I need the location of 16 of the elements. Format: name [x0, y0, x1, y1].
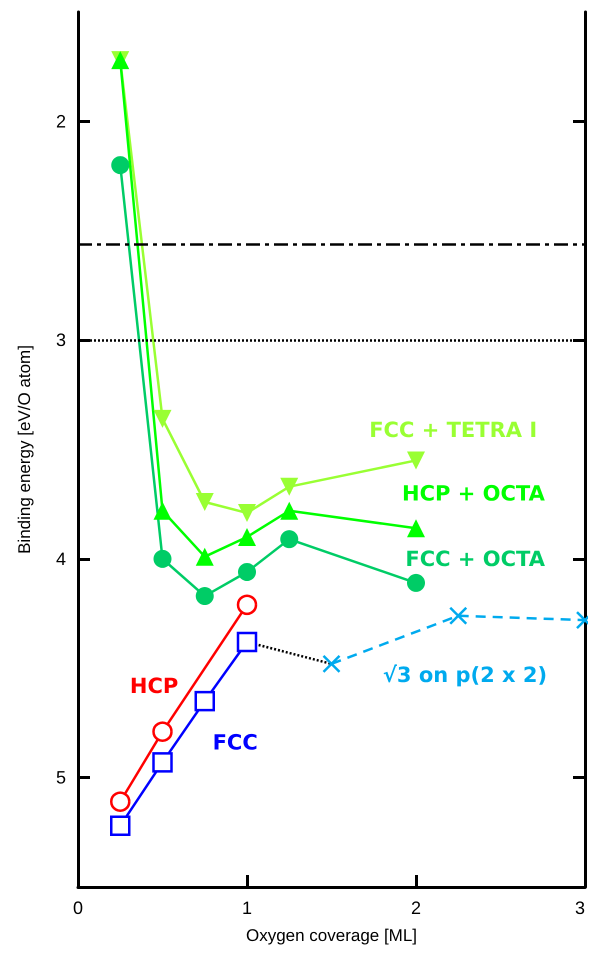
- x-tick-label: 2: [410, 898, 422, 918]
- y-tick-label: 2: [56, 111, 66, 132]
- series-label: HCP + OCTA: [402, 481, 546, 506]
- x-tick-label: 1: [242, 898, 252, 918]
- series-label: FCC + OCTA: [405, 546, 546, 571]
- y-tick-label: 3: [56, 330, 66, 350]
- series-label: FCC: [212, 730, 258, 755]
- y-tick-label: 4: [56, 548, 66, 569]
- series-label: FCC + TETRA I: [369, 418, 538, 442]
- series-label: HCP: [130, 674, 178, 698]
- y-tick-label: 5: [56, 768, 66, 788]
- x-tick-label: 0: [72, 898, 84, 918]
- x-tick-label: 3: [574, 898, 585, 918]
- series-label: √3 on p(2 x 2): [382, 662, 548, 687]
- y-axis-title: Binding energy [eV/O atom]: [15, 345, 34, 554]
- x-axis-title: Oxygen coverage [ML]: [246, 926, 418, 945]
